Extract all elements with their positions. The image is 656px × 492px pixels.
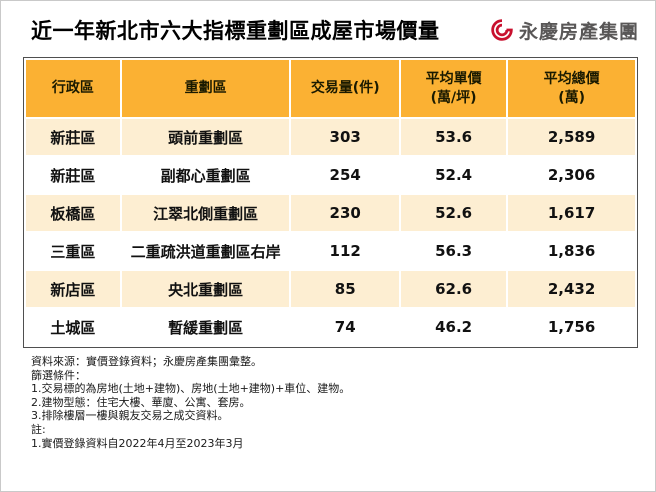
cell-avg-unit-price: 52.4: [401, 157, 507, 193]
cell-avg-total-price: 2,589: [508, 119, 635, 155]
note-line-remark-1: 1.實價登錄資料自2022年4月至2023年3月: [31, 436, 244, 450]
table-row: 新店區 央北重劃區 85 62.6 2,432: [26, 271, 635, 307]
cell-avg-total-price: 2,306: [508, 157, 635, 193]
cell-district: 三重區: [26, 233, 120, 269]
cell-avg-unit-price: 62.6: [401, 271, 507, 307]
note-line-filter-2: 2.建物型態：住宅大樓、華廈、公寓、套房。: [31, 395, 251, 409]
cell-district: 新莊區: [26, 157, 120, 193]
data-table-container: 行政區 重劃區 交易量(件) 平均單價 (萬/坪) 平均總價 (萬) 新莊區 頭…: [23, 57, 638, 348]
yungching-logo-icon: [489, 17, 515, 43]
data-table: 行政區 重劃區 交易量(件) 平均單價 (萬/坪) 平均總價 (萬) 新莊區 頭…: [24, 58, 637, 347]
note-line-filter-1: 1.交易標的為房地(土地+建物)、房地(土地+建物)+車位、建物。: [31, 382, 351, 396]
cell-zone: 江翠北側重劃區: [121, 195, 290, 231]
cell-avg-total-price: 2,432: [508, 271, 635, 307]
note-line-source: 資料來源：實價登錄資料；永慶房產集團彙整。: [31, 355, 262, 368]
cell-volume: 85: [291, 271, 399, 307]
cell-volume: 74: [291, 309, 399, 345]
note-line-filter-title: 篩選條件：: [31, 368, 86, 382]
table-row: 土城區 暫緩重劃區 74 46.2 1,756: [26, 309, 635, 345]
cell-zone: 暫緩重劃區: [121, 309, 290, 345]
cell-avg-unit-price: 53.6: [401, 119, 507, 155]
header-cell-zone: 重劃區: [121, 60, 290, 117]
cell-volume: 303: [291, 119, 399, 155]
header-bar: 近一年新北市六大指標重劃區成屋市場價量 永慶房產集團: [1, 1, 655, 51]
table-row: 三重區 二重疏洪道重劃區右岸 112 56.3 1,836: [26, 233, 635, 269]
brand-name: 永慶房產集團: [518, 20, 639, 43]
note-line-remark-title: 註:: [31, 422, 46, 436]
table-header-row: 行政區 重劃區 交易量(件) 平均單價 (萬/坪) 平均總價 (萬): [26, 60, 635, 117]
header-cell-avg-total-price: 平均總價 (萬): [508, 60, 635, 117]
cell-volume: 254: [291, 157, 399, 193]
cell-avg-unit-price: 46.2: [401, 309, 507, 345]
note-line-filter-3: 3.排除樓層一樓與親友交易之成交資料。: [31, 409, 229, 423]
cell-zone: 央北重劃區: [121, 271, 290, 307]
page-title: 近一年新北市六大指標重劃區成屋市場價量: [31, 19, 440, 43]
cell-avg-unit-price: 56.3: [401, 233, 507, 269]
notes: 資料來源：實價登錄資料；永慶房產集團彙整。 篩選條件： 1.交易標的為房地(土地…: [31, 355, 625, 450]
header-cell-avg-unit-price: 平均單價 (萬/坪): [401, 60, 507, 117]
table-row: 新莊區 頭前重劃區 303 53.6 2,589: [26, 119, 635, 155]
cell-avg-total-price: 1,836: [508, 233, 635, 269]
cell-zone: 二重疏洪道重劃區右岸: [121, 233, 290, 269]
table-row: 板橋區 江翠北側重劃區 230 52.6 1,617: [26, 195, 635, 231]
cell-avg-total-price: 1,756: [508, 309, 635, 345]
cell-district: 板橋區: [26, 195, 120, 231]
cell-district: 土城區: [26, 309, 120, 345]
table-row: 新莊區 副都心重劃區 254 52.4 2,306: [26, 157, 635, 193]
cell-avg-unit-price: 52.6: [401, 195, 507, 231]
cell-volume: 230: [291, 195, 399, 231]
brand-logo: 永慶房產集團: [489, 17, 639, 44]
cell-zone: 副都心重劃區: [121, 157, 290, 193]
cell-volume: 112: [291, 233, 399, 269]
cell-district: 新店區: [26, 271, 120, 307]
cell-zone: 頭前重劃區: [121, 119, 290, 155]
cell-avg-total-price: 1,617: [508, 195, 635, 231]
cell-district: 新莊區: [26, 119, 120, 155]
header-cell-volume: 交易量(件): [291, 60, 399, 117]
header-cell-district: 行政區: [26, 60, 120, 117]
